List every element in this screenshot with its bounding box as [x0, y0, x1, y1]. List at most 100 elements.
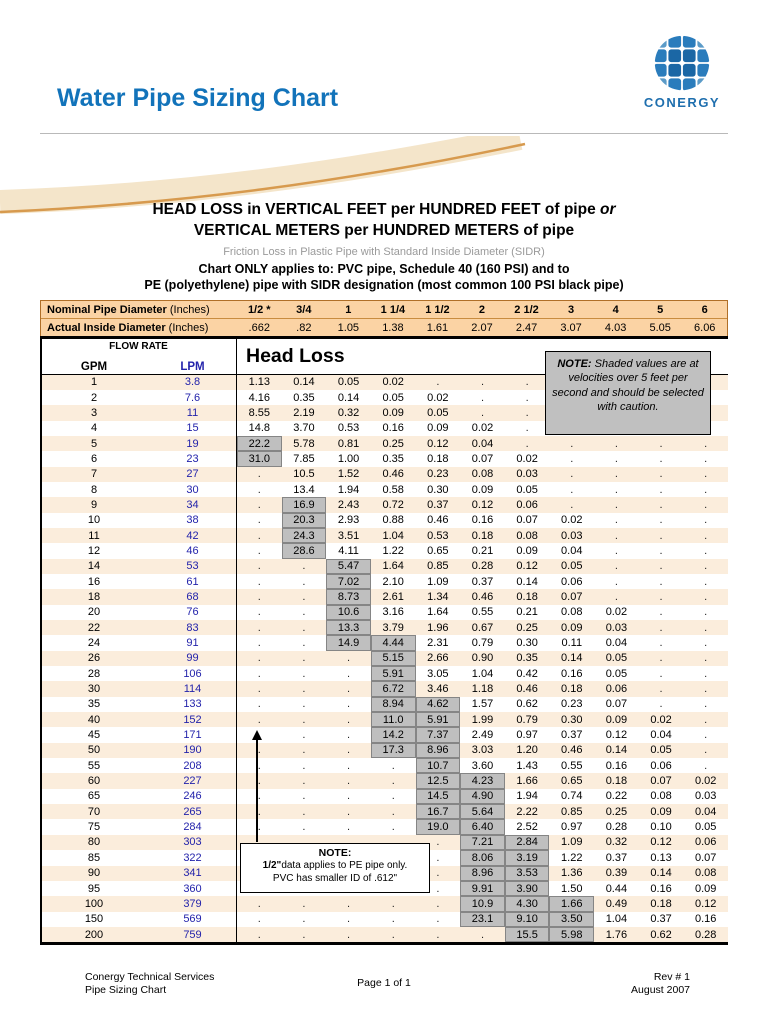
head-loss-cell: 0.28	[471, 560, 494, 573]
heading-line-2: VERTICAL METERS per HUNDRED METERS of pi…	[193, 222, 575, 239]
lpm-value: 265	[183, 805, 202, 818]
head-loss-cell: 14.8	[248, 422, 271, 435]
head-loss-cell: 14.2	[370, 727, 416, 743]
lpm-value: 246	[183, 790, 202, 803]
gpm-value: 80	[87, 836, 101, 849]
head-loss-cell: .	[347, 913, 351, 926]
head-loss-cell: .	[659, 683, 663, 696]
table-row: 50 190... 17.3 8.96 3.03 1.20 0.46 0.14 0.05.	[40, 742, 728, 759]
head-loss-cell: 10.5	[293, 468, 315, 481]
head-loss-cell: .	[659, 621, 663, 634]
head-loss-cell: 4.90	[460, 788, 505, 805]
lpm-value: 114	[183, 683, 202, 696]
head-loss-cell: 0.49	[605, 897, 628, 910]
head-loss-cell: 13.4	[293, 483, 315, 496]
head-loss-cell: .	[257, 667, 261, 680]
head-loss-cell: 0.30	[516, 637, 538, 650]
gpm-value: 28	[87, 667, 101, 680]
head-loss-cell: .	[704, 698, 708, 711]
table-left-border	[40, 336, 42, 945]
head-loss-cell: .	[659, 437, 663, 450]
actual-diameter-value: 5.05	[649, 321, 671, 334]
head-loss-cell: 2.10	[382, 575, 404, 588]
gpm-header: GPM	[80, 360, 108, 373]
head-loss-cell: 0.04	[605, 637, 628, 650]
head-loss-cell: 0.16	[382, 422, 404, 435]
head-loss-cell: 0.25	[382, 437, 404, 450]
head-loss-cell: 3.79	[382, 621, 404, 634]
head-loss-cell: 0.09	[471, 483, 494, 496]
head-loss-cell: .	[302, 606, 306, 619]
table-row: 41514.83.700.530.160.090.02.....	[40, 421, 728, 436]
head-loss-cell: 0.30	[427, 483, 449, 496]
head-loss-cell: 0.14	[605, 744, 628, 757]
table-row: 28 106... 5.91 3.05 1.04 0.42 0.16 0.05..	[40, 666, 728, 682]
table-row: 5 19 22.2 5.78 0.81 0.25 0.12 0.04.....	[40, 435, 728, 452]
table-row: 65 246.... 14.5 4.90 1.94 0.74 0.22 0.08 0.03	[40, 788, 728, 805]
head-loss-cell: 0.18	[516, 590, 538, 603]
head-loss-cell: 0.62	[516, 698, 538, 711]
head-loss-cell: .	[704, 713, 708, 726]
head-loss-cell: .	[525, 406, 529, 419]
gpm-value: 1	[90, 376, 98, 389]
head-loss-cell: 5.98	[549, 926, 595, 943]
diameter-header-rows: Nominal Pipe Diameter (Inches) 1/2 * 3/4 1…	[40, 300, 728, 336]
head-loss-cell: 16.9	[281, 497, 327, 513]
head-loss-cell: 9.10	[504, 911, 550, 927]
nominal-diameter-value: 1/2 *	[247, 303, 271, 316]
head-loss-cell: 3.16	[382, 606, 404, 619]
head-loss-cell: .	[257, 621, 261, 634]
lpm-value: 284	[183, 821, 202, 834]
head-loss-cell: 0.35	[293, 391, 315, 404]
heading-line-4: Chart ONLY applies to: PVC pipe, Schedul…	[198, 262, 570, 276]
actual-diameter-label: Actual Inside Diameter (Inches)	[47, 321, 209, 334]
head-loss-cell: 0.05	[382, 391, 404, 404]
head-loss-cell: .	[302, 637, 306, 650]
head-loss-cell: .	[436, 851, 440, 864]
head-loss-cell: .	[391, 821, 395, 834]
head-loss-cell: 0.44	[605, 882, 628, 895]
head-loss-cell: 1.99	[471, 713, 494, 726]
head-loss-cell: .	[480, 376, 485, 389]
head-loss-cell: 0.12	[694, 897, 717, 910]
head-loss-cell: .	[257, 913, 261, 926]
lpm-value: 759	[183, 928, 202, 941]
head-loss-cell: 0.12	[427, 437, 449, 450]
head-loss-cell: 14.9	[326, 635, 371, 651]
head-loss-cell: 1.66	[516, 775, 538, 788]
head-loss-cell: 0.03	[605, 621, 628, 634]
head-loss-cell: 3.60	[471, 759, 494, 772]
head-loss-cell: .	[614, 452, 618, 465]
head-loss-cell: 19.0	[415, 819, 461, 835]
table-row: 24 91.. 14.9 4.44 2.31 0.79 0.30 0.11 0.04..	[40, 635, 728, 651]
table-row: 60 227.... 12.5 4.23 1.66 0.65 0.18 0.07 0.02	[40, 773, 728, 789]
head-loss-cell: .	[659, 590, 663, 603]
head-loss-cell: 2.61	[382, 590, 404, 603]
head-loss-cell: .	[659, 637, 663, 650]
head-loss-cell: 0.21	[471, 544, 494, 557]
head-loss-cell: 0.39	[605, 867, 628, 880]
head-loss-cell: 1.66	[549, 896, 595, 912]
head-loss-cell: 1.64	[382, 560, 404, 573]
head-loss-cell: .	[659, 652, 663, 665]
head-loss-cell: .	[704, 452, 708, 465]
head-loss-cell: 0.08	[650, 790, 672, 803]
actual-diameter-value: 2.07	[471, 321, 493, 334]
head-loss-cell: 0.10	[650, 821, 672, 834]
head-loss-cell: 0.09	[650, 805, 672, 818]
head-loss-cell: 10.9	[460, 896, 505, 912]
gpm-value: 60	[87, 775, 101, 788]
head-loss-cell: .	[302, 575, 306, 588]
heading-line-3: Friction Loss in Plastic Pipe with Stand…	[223, 246, 545, 258]
head-loss-cell: 7.37	[415, 727, 461, 743]
head-loss-cell: .	[570, 452, 574, 465]
head-loss-cell: 1.94	[516, 790, 538, 803]
head-loss-cell: .	[257, 468, 261, 481]
table-row: 75 284.... 19.0 6.40 2.52 0.97 0.28 0.10 0.05	[40, 819, 728, 835]
gpm-value: 7	[90, 468, 98, 481]
head-loss-cell: .	[525, 391, 529, 404]
head-loss-cell: 7.21	[460, 834, 505, 851]
head-loss-cell: 31.0	[237, 451, 282, 467]
head-loss-cell: 0.18	[471, 529, 494, 542]
head-loss-cell: 0.07	[605, 698, 628, 711]
